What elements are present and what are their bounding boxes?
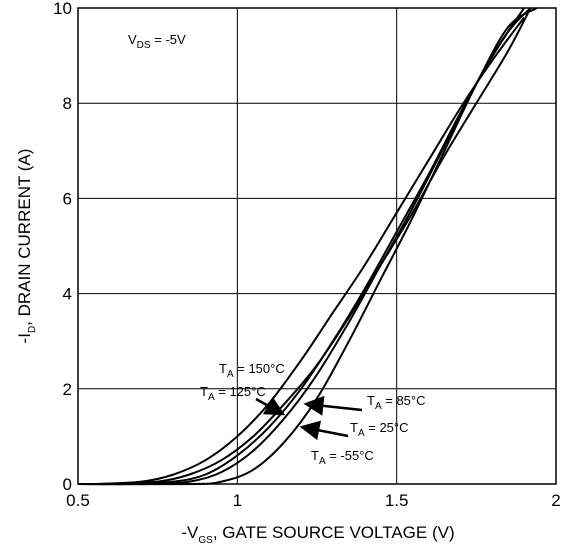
y-tick-label: 6 (63, 189, 72, 208)
label-25c: TA = 25°C (350, 420, 409, 439)
y-tick-label: 10 (53, 0, 72, 18)
series-line-3 (77, 7, 532, 486)
plot-frame (77, 7, 557, 485)
x-tick-labels: 0.5 1 1.5 2 (66, 491, 561, 510)
series-line-4 (77, 7, 538, 486)
x-tick-label: 0.5 (66, 491, 90, 510)
vds-annotation: VDS = -5V (128, 32, 186, 51)
series-line-0 (77, 16, 525, 486)
x-axis-label: -VGS, GATE SOURCE VOLTAGE (V) (181, 523, 454, 546)
x-tick-label: 1.5 (385, 491, 409, 510)
y-tick-label: 0 (63, 475, 72, 494)
y-tick-labels: 0 2 4 6 8 10 (53, 0, 72, 494)
label-minus55c: TA = -55°C (311, 448, 374, 467)
label-150c: TA = 150°C (219, 361, 285, 380)
x-tick-label: 2 (551, 491, 560, 510)
grid (78, 8, 556, 484)
label-125c: TA = 125°C (200, 384, 266, 403)
y-tick-label: 4 (63, 285, 72, 304)
series-line-1 (77, 7, 532, 486)
series-line-2 (77, 7, 525, 486)
y-tick-label: 8 (63, 94, 72, 113)
y-tick-label: 2 (63, 380, 72, 399)
arrow-25c (299, 420, 349, 441)
arrow-125c (255, 396, 286, 416)
label-85c: TA = 85°C (367, 393, 426, 412)
y-axis-label: -ID, DRAIN CURRENT (A) (15, 149, 38, 344)
x-tick-label: 1 (233, 491, 242, 510)
series-group (77, 7, 538, 486)
arrow-85c (303, 395, 363, 416)
